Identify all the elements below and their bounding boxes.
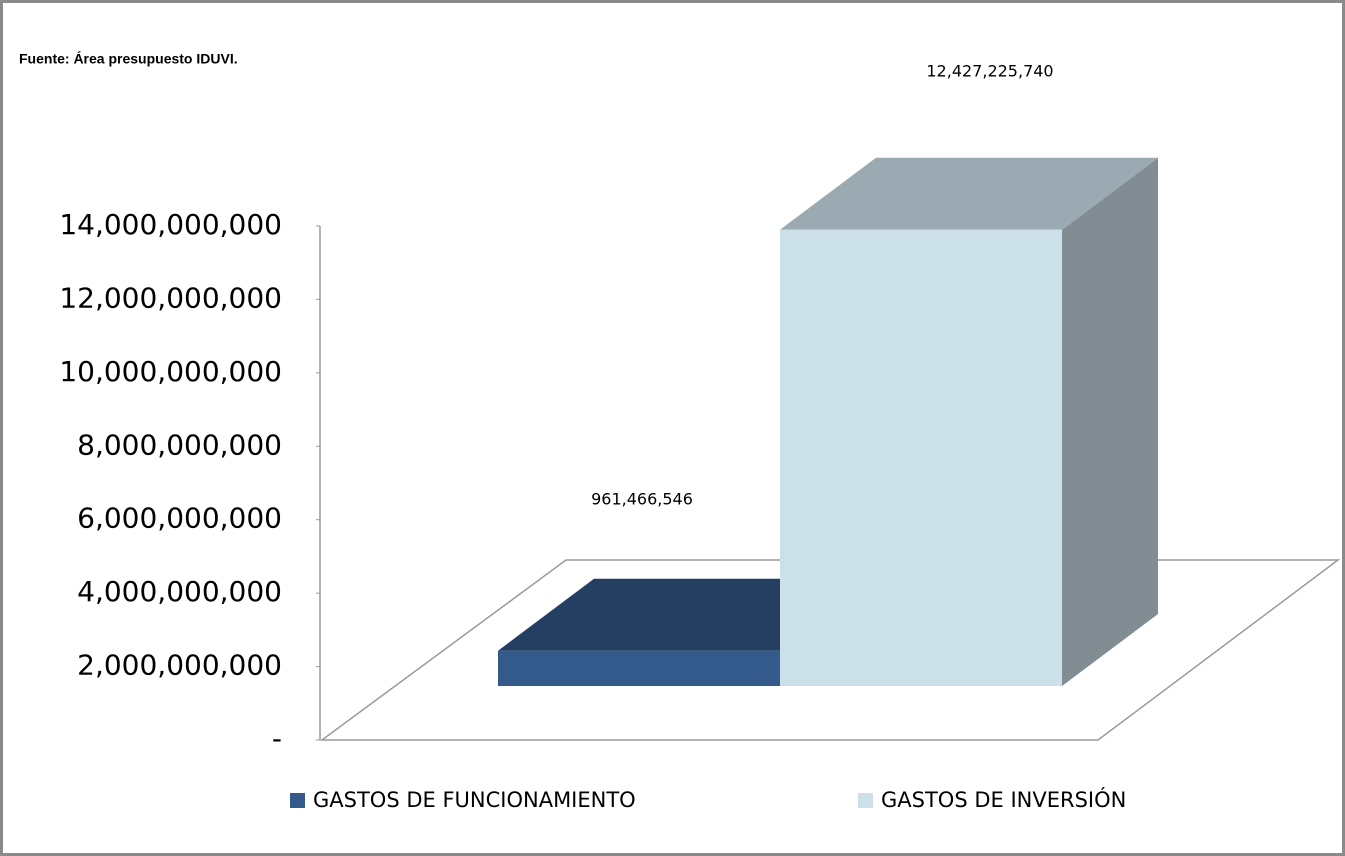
y-tick-label: 6,000,000,000 [77,502,282,535]
y-tick-label: 14,000,000,000 [59,208,282,241]
bar [780,229,1062,686]
y-tick-label: - [272,722,282,755]
y-tick-label: 12,000,000,000 [59,281,282,314]
data-label: 12,427,225,740 [926,62,1053,81]
legend-swatch [858,793,873,808]
bar [498,650,780,686]
bar-side [1062,157,1158,686]
y-tick-label: 4,000,000,000 [77,575,282,608]
data-label: 961,466,546 [591,490,693,509]
chart-subtitle: Fuente: Área presupuesto IDUVI. [19,51,238,67]
legend-label: GASTOS DE INVERSIÓN [881,787,1126,812]
y-tick-label: 8,000,000,000 [77,428,282,461]
y-tick-label: 2,000,000,000 [77,649,282,682]
bar-top [780,157,1158,230]
legend-label: GASTOS DE FUNCIONAMIENTO [313,788,636,812]
y-tick-label: 10,000,000,000 [59,355,282,388]
legend-swatch [290,793,305,808]
